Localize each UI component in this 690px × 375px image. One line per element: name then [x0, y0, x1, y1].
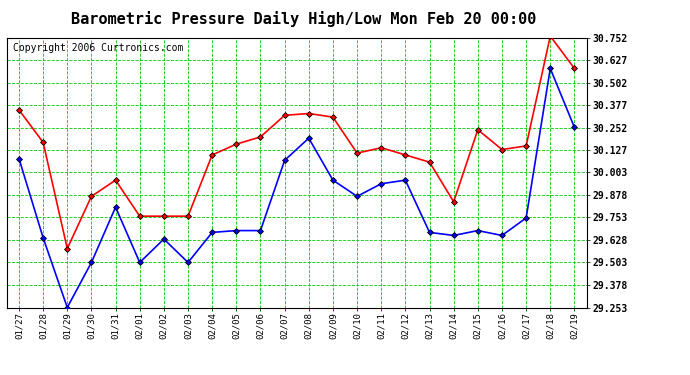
Text: Copyright 2006 Curtronics.com: Copyright 2006 Curtronics.com: [12, 43, 183, 53]
Text: Barometric Pressure Daily High/Low Mon Feb 20 00:00: Barometric Pressure Daily High/Low Mon F…: [71, 11, 536, 27]
